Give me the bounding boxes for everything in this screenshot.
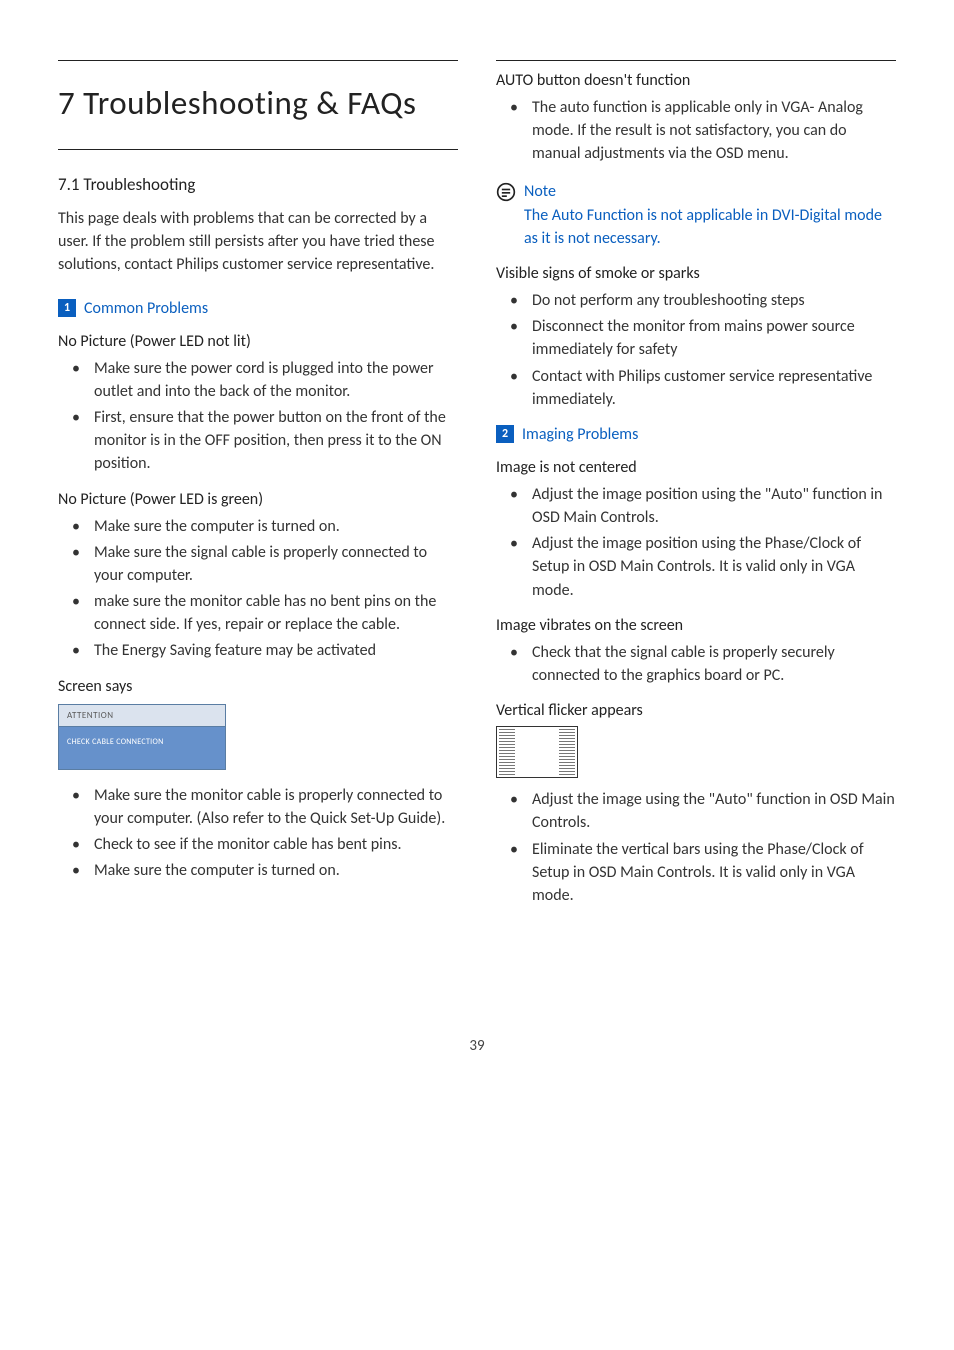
section-heading: 7.1 Troubleshooting (58, 174, 458, 195)
list-item: Check that the signal cable is properly … (496, 641, 896, 687)
list-item: Adjust the image position using the Phas… (496, 532, 896, 602)
bullet-list: Make sure the power cord is plugged into… (58, 357, 458, 476)
note-icon (496, 182, 516, 202)
list-item: Make sure the signal cable is properly c… (58, 541, 458, 587)
bullet-list: The auto function is applicable only in … (496, 96, 896, 166)
section-label: Imaging Problems (522, 425, 638, 444)
rule-top-right (496, 60, 896, 61)
subheading-image-vibrates: Image vibrates on the screen (496, 616, 896, 635)
note-text: The Auto Function is not applicable in D… (524, 204, 896, 250)
bullet-list: Do not perform any troubleshooting steps… (496, 289, 896, 411)
subheading-vertical-flicker: Vertical flicker appears (496, 701, 896, 720)
list-item: Check to see if the monitor cable has be… (58, 833, 458, 856)
page-number: 39 (58, 1037, 896, 1055)
subheading-no-picture-led-green: No Picture (Power LED is green) (58, 490, 458, 509)
list-item: Make sure the monitor cable is properly … (58, 784, 458, 830)
list-item: Disconnect the monitor from mains power … (496, 315, 896, 361)
flicker-bars-right (559, 729, 575, 775)
bullet-list: Check that the signal cable is properly … (496, 641, 896, 687)
subheading-smoke-sparks: Visible signs of smoke or sparks (496, 264, 896, 283)
list-item: The Energy Saving feature may be activat… (58, 639, 458, 662)
list-item: Make sure the power cord is plugged into… (58, 357, 458, 403)
list-item: Contact with Philips customer service re… (496, 365, 896, 411)
subheading-auto-button: AUTO button doesn't function (496, 71, 896, 90)
osd-message-box: ATTENTION CHECK CABLE CONNECTION (58, 704, 226, 770)
note-row: Note (496, 182, 896, 202)
section-common-problems: 1 Common Problems (58, 299, 458, 318)
section-label: Common Problems (84, 299, 208, 318)
list-item: Adjust the image position using the "Aut… (496, 483, 896, 529)
section-imaging-problems: 2 Imaging Problems (496, 425, 896, 444)
right-column: AUTO button doesn't function The auto fu… (496, 60, 896, 917)
list-item: Eliminate the vertical bars using the Ph… (496, 838, 896, 908)
list-item: Make sure the computer is turned on. (58, 515, 458, 538)
page-title: 7 Troubleshooting & FAQs (58, 83, 458, 123)
rule-top (58, 60, 458, 61)
badge-1: 1 (58, 299, 76, 317)
list-item: Do not perform any troubleshooting steps (496, 289, 896, 312)
list-item: make sure the monitor cable has no bent … (58, 590, 458, 636)
bullet-list: Make sure the computer is turned on. Mak… (58, 515, 458, 663)
badge-2: 2 (496, 425, 514, 443)
left-column: 7 Troubleshooting & FAQs 7.1 Troubleshoo… (58, 60, 458, 917)
osd-header: ATTENTION (59, 705, 225, 727)
list-item: First, ensure that the power button on t… (58, 406, 458, 476)
flicker-bars-left (499, 729, 515, 775)
intro-paragraph: This page deals with problems that can b… (58, 207, 458, 277)
subheading-no-picture-led-not-lit: No Picture (Power LED not lit) (58, 332, 458, 351)
two-column-layout: 7 Troubleshooting & FAQs 7.1 Troubleshoo… (58, 60, 896, 917)
bullet-list: Adjust the image using the "Auto" functi… (496, 788, 896, 907)
bullet-list: Adjust the image position using the "Aut… (496, 483, 896, 602)
list-item: The auto function is applicable only in … (496, 96, 896, 166)
list-item: Adjust the image using the "Auto" functi… (496, 788, 896, 834)
rule-under-title (58, 149, 458, 150)
list-item: Make sure the computer is turned on. (58, 859, 458, 882)
subheading-screen-says: Screen says (58, 677, 458, 696)
note-label: Note (524, 182, 556, 201)
vertical-flicker-illustration (496, 726, 578, 778)
bullet-list: Make sure the monitor cable is properly … (58, 784, 458, 883)
osd-body: CHECK CABLE CONNECTION (59, 727, 225, 769)
subheading-image-not-centered: Image is not centered (496, 458, 896, 477)
